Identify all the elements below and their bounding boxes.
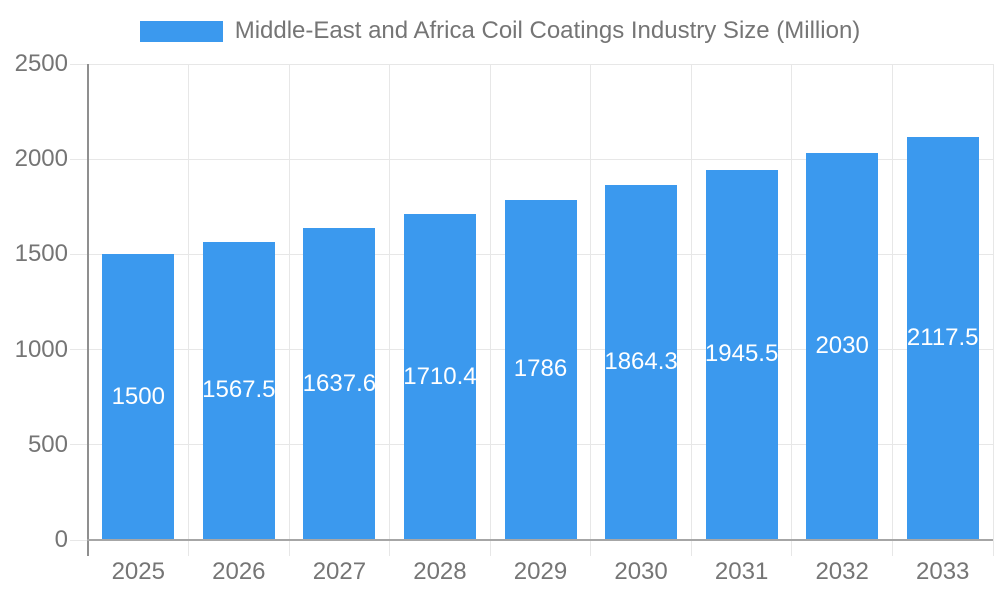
x-tick-label: 2027 — [312, 558, 367, 585]
x-gridline — [690, 64, 692, 556]
bar: 2117.5 — [906, 136, 979, 539]
bar-value-label: 2117.5 — [906, 323, 979, 351]
bar-value-label: 1567.5 — [202, 376, 276, 404]
bar: 1864.3 — [604, 185, 678, 539]
legend-swatch — [139, 20, 223, 42]
bar: 1567.5 — [202, 241, 276, 539]
x-gridline — [791, 64, 793, 556]
y-gridline — [70, 158, 993, 160]
legend-label: Middle-East and Africa Coil Coatings Ind… — [234, 17, 861, 44]
y-tick-label: 500 — [27, 430, 68, 458]
x-tick-label: 2026 — [212, 558, 266, 585]
x-gridline — [992, 64, 994, 556]
x-gridline — [188, 64, 190, 556]
bar: 1637.6 — [302, 228, 377, 539]
x-tick-label: 2030 — [614, 558, 668, 585]
bar-value-label: 1710.4 — [403, 362, 477, 390]
bar-value-label: 2030 — [815, 332, 869, 360]
x-gridline — [590, 64, 592, 556]
bar: 2030 — [806, 153, 879, 539]
bar-value-label: 1786 — [513, 355, 568, 383]
bar-value-label: 1500 — [111, 382, 165, 410]
y-axis-line — [86, 64, 89, 556]
x-gridline — [389, 64, 391, 556]
x-tick-label: 2032 — [815, 558, 869, 585]
y-tick-label: 1500 — [14, 240, 68, 268]
x-axis-line — [87, 539, 993, 541]
y-tick-label: 1000 — [14, 335, 68, 363]
x-tick-label: 2031 — [714, 558, 769, 585]
bar: 1500 — [102, 254, 175, 539]
legend: Middle-East and Africa Coil Coatings Ind… — [0, 17, 1000, 45]
y-tick-label: 2000 — [14, 145, 68, 173]
bar: 1710.4 — [403, 214, 477, 539]
bar: 1786 — [504, 199, 577, 539]
bar-value-label: 1945.5 — [704, 340, 779, 368]
x-tick-label: 2029 — [513, 558, 568, 585]
bar: 1945.5 — [704, 169, 779, 539]
y-gridline — [70, 63, 993, 65]
x-gridline — [891, 64, 893, 556]
x-tick-label: 2033 — [916, 558, 970, 585]
x-gridline — [489, 64, 491, 556]
y-tick-label: 0 — [54, 526, 68, 553]
y-tick-label: 2500 — [14, 50, 68, 77]
bar-value-label: 1864.3 — [604, 348, 678, 375]
x-tick-label: 2028 — [413, 558, 467, 585]
x-gridline — [288, 64, 290, 556]
bar-value-label: 1637.6 — [302, 369, 377, 397]
x-tick-label: 2025 — [111, 558, 165, 585]
